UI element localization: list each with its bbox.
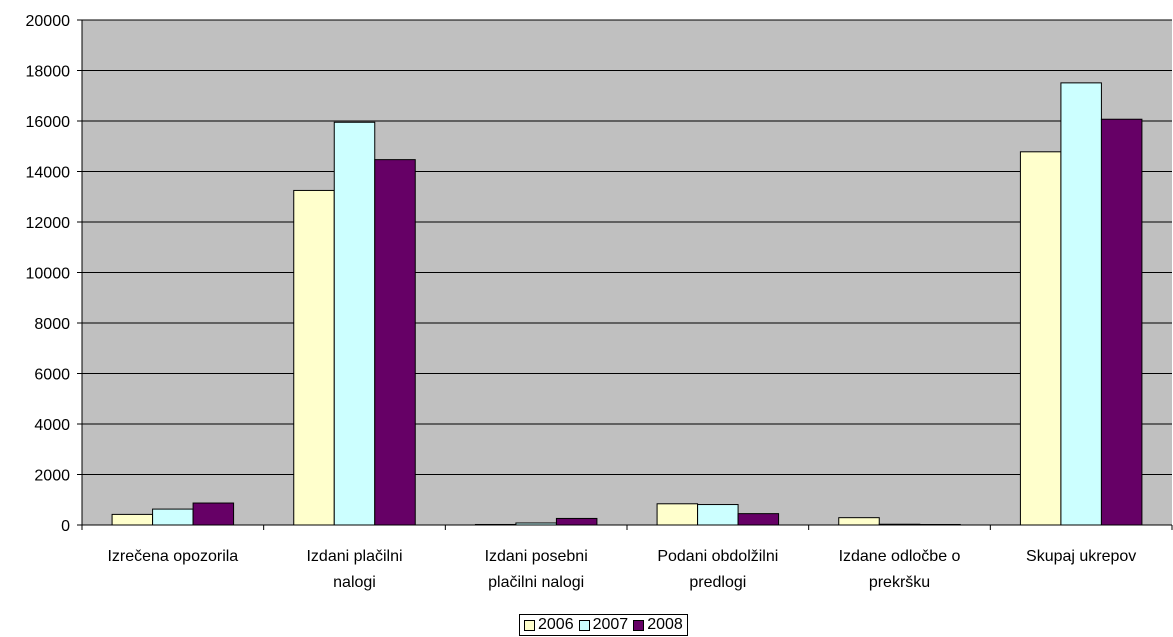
bar-2006-1 xyxy=(293,189,335,526)
category-label: Podani obdolžilni predlogi xyxy=(657,548,778,591)
category-label: Izrečena opozorila xyxy=(107,548,238,565)
y-tick-labels: 0 2000 4000 6000 8000 10000 12000 14000 16000 180… xyxy=(26,13,71,535)
legend-label-2007: 2007 xyxy=(592,616,629,633)
y-tick-label: 2000 xyxy=(34,468,70,485)
legend-swatch-2007 xyxy=(578,619,590,631)
category-label: Izdani posebni plačilni nalogi xyxy=(485,548,588,591)
y-tick-label: 10000 xyxy=(26,266,71,283)
bar-2007-5 xyxy=(1060,82,1102,526)
legend: 2006 2007 2008 xyxy=(519,614,688,636)
y-tick-label: 8000 xyxy=(34,316,70,333)
legend-item-2007: 2007 xyxy=(578,615,629,635)
bar-2008-3 xyxy=(737,513,780,526)
gridlines xyxy=(82,19,1172,475)
bars xyxy=(111,82,1143,526)
bar-2008-1 xyxy=(374,159,416,526)
category-label: Skupaj ukrepov xyxy=(1026,548,1136,565)
legend-swatch-2008 xyxy=(633,619,645,631)
bar-2006-4 xyxy=(838,517,880,526)
legend-label-2006: 2006 xyxy=(538,616,574,633)
bar-2007-1 xyxy=(333,121,376,526)
legend-label-2008: 2008 xyxy=(647,616,683,633)
y-tick-label: 20000 xyxy=(26,13,71,30)
axes xyxy=(77,19,1173,530)
y-tick-label: 6000 xyxy=(34,367,70,384)
bar-2008-5 xyxy=(1100,118,1143,526)
bar-2008-0 xyxy=(192,502,235,526)
legend-item-2008: 2008 xyxy=(633,615,683,635)
bar-2006-3 xyxy=(656,503,699,526)
legend-item-2006: 2006 xyxy=(524,615,574,635)
legend-swatch-2006 xyxy=(524,619,535,631)
bar-2007-0 xyxy=(152,508,194,526)
y-tick-label: 14000 xyxy=(26,165,71,182)
y-tick-label: 18000 xyxy=(26,64,71,81)
category-label: Izdane odločbe o prekršku xyxy=(839,548,961,591)
bar-2006-0 xyxy=(111,513,154,526)
bar-2006-5 xyxy=(1019,151,1062,526)
category-label: Izdani plačilni nalogi xyxy=(306,548,402,591)
category-labels: Izrečena opozorila Izdani plačilni nalogi I… xyxy=(107,548,1136,591)
y-tick-label: 0 xyxy=(61,518,70,535)
y-tick-label: 16000 xyxy=(26,114,71,131)
y-tick-label: 12000 xyxy=(26,215,71,232)
bar-2007-3 xyxy=(697,504,739,526)
bar-2008-2 xyxy=(555,517,598,526)
y-tick-label: 4000 xyxy=(34,417,70,434)
